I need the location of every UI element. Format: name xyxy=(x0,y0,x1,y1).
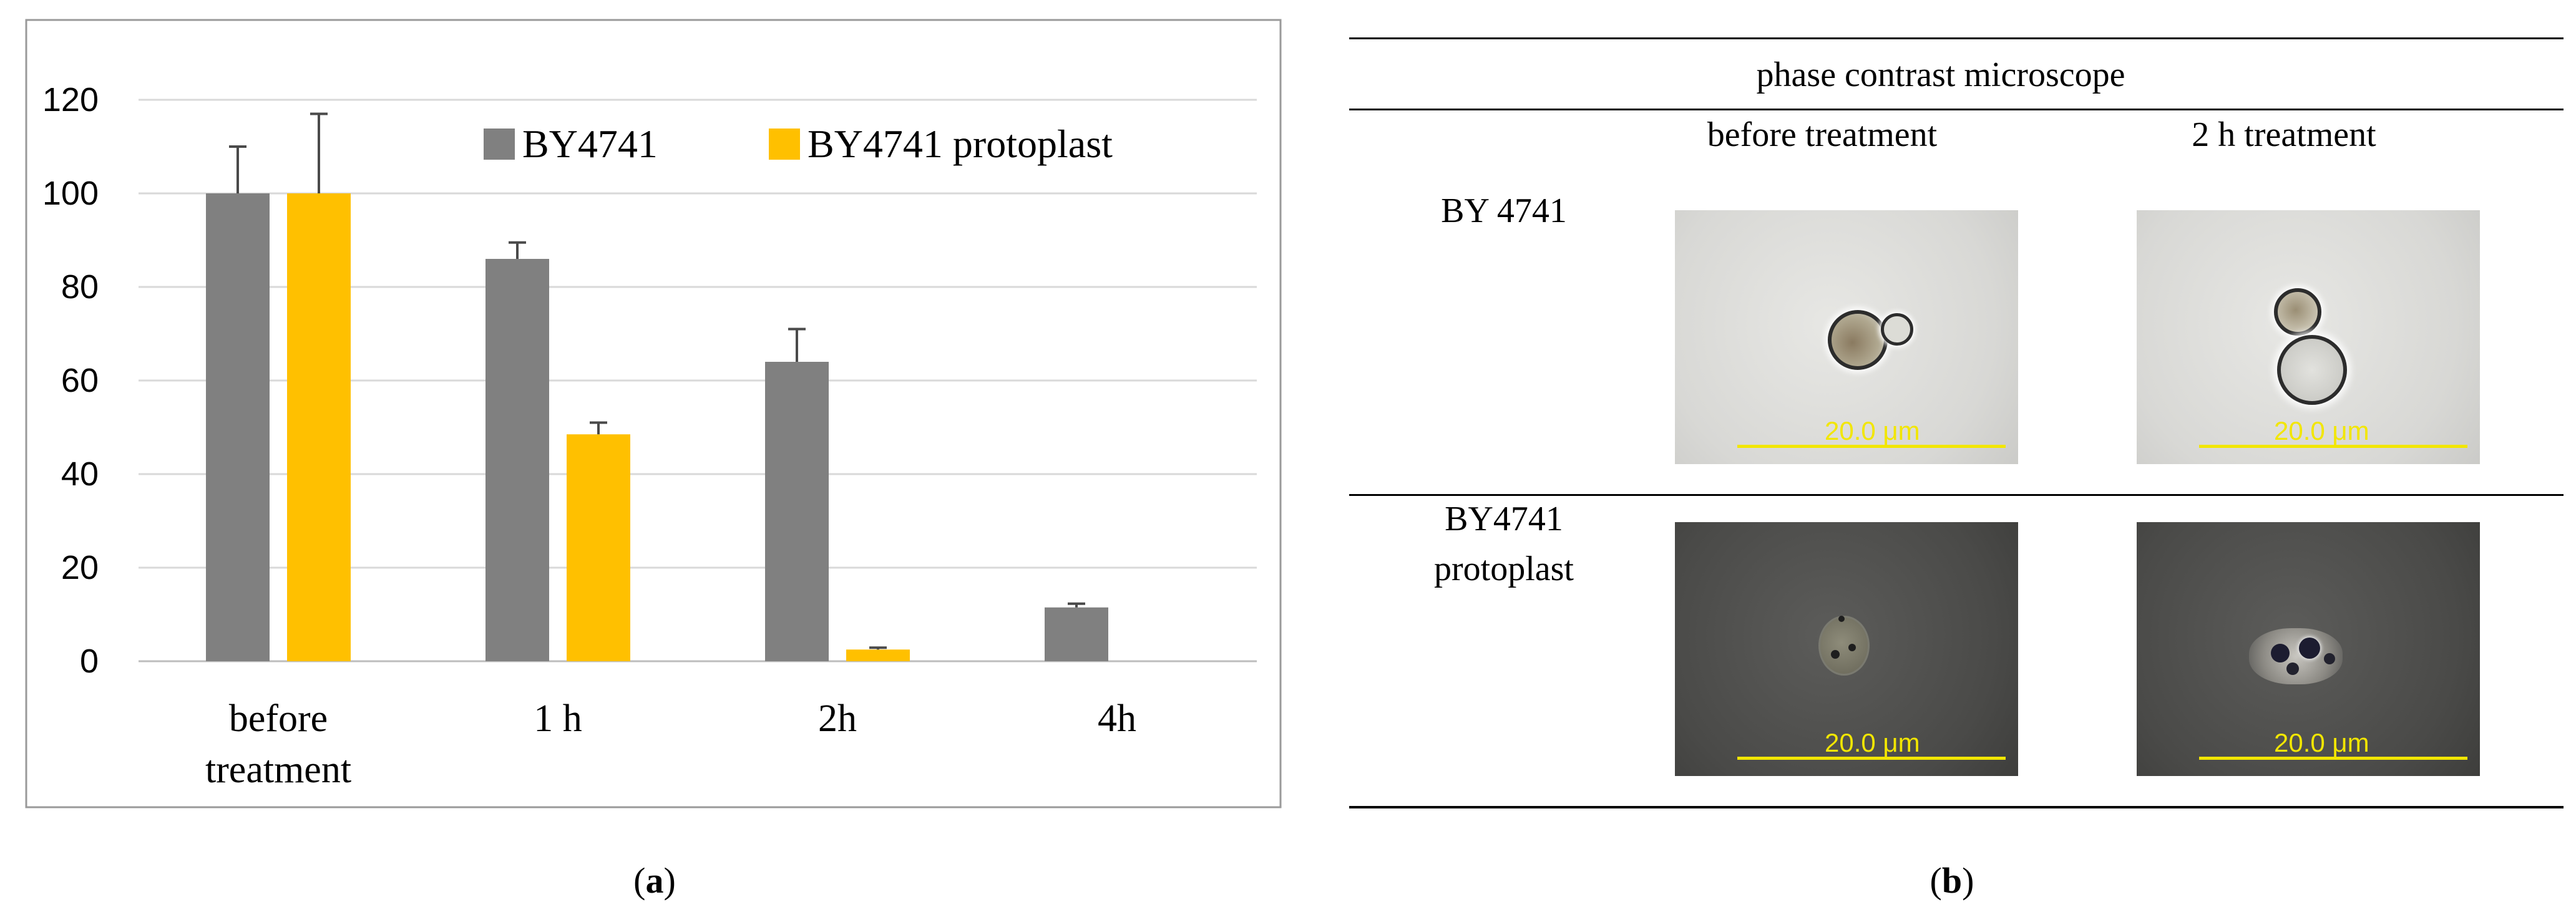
table-header: phase contrast microscope xyxy=(1756,56,2125,94)
chart-frame xyxy=(25,19,1282,808)
y-tick-label: 20 xyxy=(61,549,99,586)
x-tick-label: 1 h xyxy=(534,697,582,740)
scale-label: 20.0 μm xyxy=(1825,416,1920,445)
caption-b: (b) xyxy=(1930,860,1974,901)
protoplast-cell xyxy=(1818,616,1870,676)
table-top-rule xyxy=(1349,37,2564,39)
row-label-protoplast-line2: protoplast xyxy=(1434,550,1574,588)
col-header-2h: 2 h treatment xyxy=(2192,115,2376,154)
yeast-cell xyxy=(1828,310,1888,370)
scale-bar xyxy=(2199,445,2467,448)
bar xyxy=(846,649,910,661)
bar-chart-panel: 0 20 40 60 80 100 120 before treatment 1 h 2h 4h BY4… xyxy=(25,19,1282,901)
bar xyxy=(1045,607,1108,661)
y-tick-label: 0 xyxy=(80,643,99,680)
scale-label: 20.0 μm xyxy=(2274,728,2369,757)
row-label-protoplast-line1: BY4741 xyxy=(1445,500,1563,538)
y-tick-label: 120 xyxy=(42,81,99,119)
bar xyxy=(567,434,630,661)
micrograph-by4741-2h: 20.0 μm xyxy=(2137,210,2480,464)
granule xyxy=(1848,644,1856,651)
bar xyxy=(206,193,270,661)
x-tick-label: before xyxy=(229,697,328,740)
row-divider-rule xyxy=(1349,494,2564,496)
micrograph-by4741-before: 20.0 μm xyxy=(1675,210,2018,464)
legend-swatch xyxy=(769,129,800,160)
debris xyxy=(2286,662,2299,675)
scale-bar xyxy=(2199,757,2467,760)
bar xyxy=(765,362,829,661)
granule xyxy=(1838,616,1845,622)
debris xyxy=(2299,638,2320,659)
micrograph-protoplast-2h: 20.0 μm xyxy=(2137,522,2480,776)
micrograph-protoplast-before: 20.0 μm xyxy=(1675,522,2018,776)
yeast-cell xyxy=(2274,288,2321,336)
debris xyxy=(2324,653,2335,664)
y-tick-label: 80 xyxy=(61,268,99,306)
col-header-before: before treatment xyxy=(1707,115,1938,154)
scale-label: 20.0 μm xyxy=(1825,728,1920,757)
table-bottom-rule xyxy=(1349,806,2564,808)
legend-label: BY4741 protoplast xyxy=(807,122,1113,166)
x-tick-label: treatment xyxy=(205,749,351,791)
y-tick-label: 100 xyxy=(42,175,99,212)
caption-a: (a) xyxy=(633,860,676,901)
scale-label: 20.0 μm xyxy=(2274,416,2369,445)
granule xyxy=(1831,650,1840,659)
y-tick-label: 60 xyxy=(61,362,99,399)
x-tick-label: 4h xyxy=(1098,697,1136,740)
legend-swatch xyxy=(484,129,515,160)
header-divider-rule xyxy=(1349,109,2564,110)
bar xyxy=(287,193,351,661)
row-label-by4741: BY 4741 xyxy=(1441,192,1567,230)
bar-chart: 0 20 40 60 80 100 120 before treatment 1 h 2h 4h BY4… xyxy=(25,19,1282,808)
yeast-cell xyxy=(2277,335,2347,405)
yeast-bud xyxy=(1881,313,1913,346)
debris xyxy=(2271,644,2290,662)
legend-label: BY4741 xyxy=(522,122,658,166)
y-tick-label: 40 xyxy=(61,455,99,493)
scale-bar xyxy=(1737,445,2006,448)
x-tick-label: 2h xyxy=(818,697,857,740)
scale-bar xyxy=(1737,757,2006,760)
bar xyxy=(485,259,549,661)
